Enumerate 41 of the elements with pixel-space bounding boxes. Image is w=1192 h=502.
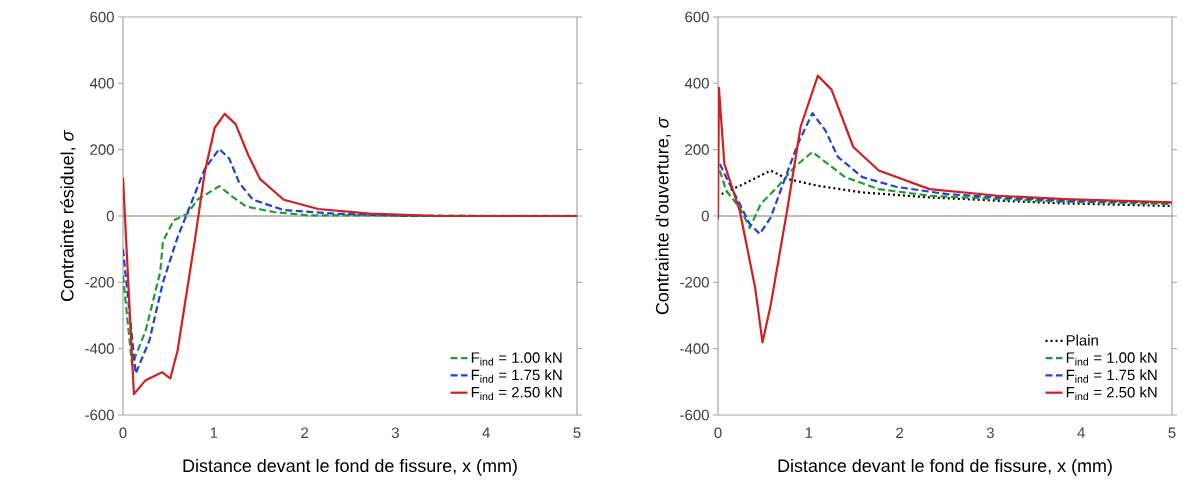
- legend-label: F$_{ind}$ = 1.75 kN: [1066, 369, 1157, 383]
- y-tick-label: -600: [85, 409, 114, 421]
- legend-label: F$_{ind}$ = 1.75 kN: [471, 369, 562, 383]
- x-tick-label: 0: [714, 427, 722, 439]
- x-tick-label: 1: [805, 427, 813, 438]
- x-tick-label: 3: [391, 427, 399, 439]
- y-axis-title: Contrainte résiduel, σ: [60, 130, 76, 302]
- y-tick-label: -200: [85, 277, 114, 288]
- y-tick-label: 0: [701, 210, 709, 222]
- x-tick-label: 5: [573, 427, 581, 438]
- legend-label: F$_{ind}$ = 2.50 kN: [1066, 386, 1157, 401]
- x-tick-label: 2: [301, 427, 309, 438]
- x-axis-title: Distance devant le fond de fissure, x (mm): [778, 458, 1112, 476]
- legend-label: F$_{ind}$ = 1.00 kN: [471, 351, 562, 366]
- y-tick-label: 200: [90, 144, 114, 155]
- y-tick-label: 200: [685, 144, 709, 155]
- x-tick-label: 1: [210, 427, 218, 438]
- legend-label: F$_{ind}$ = 2.50 kN: [471, 386, 562, 401]
- line-series: [718, 74, 1173, 344]
- x-tick-label: 3: [986, 427, 994, 439]
- y-tick-label: 400: [684, 78, 709, 89]
- y-axis-title: Contrainte d'ouverture, σ: [655, 116, 671, 315]
- x-tick-label: 0: [119, 427, 127, 439]
- y-tick-label: -400: [680, 343, 709, 354]
- y-tick-label: -200: [680, 277, 709, 288]
- y-tick-label: 0: [106, 210, 114, 222]
- y-tick-label: 400: [89, 78, 114, 89]
- x-tick-label: 4: [1077, 427, 1085, 438]
- y-tick-label: -400: [85, 343, 114, 354]
- line-series: [718, 112, 1173, 235]
- line-series: [720, 169, 1173, 208]
- y-tick-label: 600: [685, 11, 709, 23]
- legend-label: Plain: [1066, 334, 1098, 346]
- y-tick-label: 600: [90, 11, 114, 23]
- x-tick-label: 4: [482, 427, 490, 438]
- x-axis-title: Distance devant le fond de fissure, x (mm): [183, 458, 517, 476]
- x-tick-label: 5: [1168, 427, 1176, 438]
- x-tick-label: 2: [896, 427, 904, 438]
- legend-label: F$_{ind}$ = 1.00 kN: [1066, 351, 1157, 366]
- line-series: [718, 150, 1173, 230]
- y-tick-label: -600: [680, 409, 709, 421]
